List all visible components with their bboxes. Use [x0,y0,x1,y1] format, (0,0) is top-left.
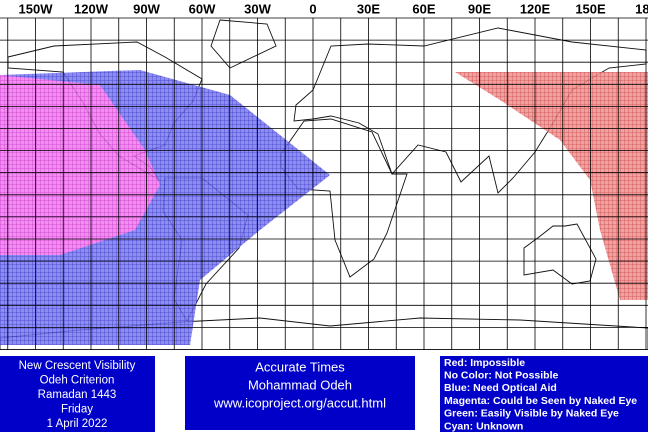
longitude-label: 90E [468,1,491,16]
greenland [210,19,277,69]
visibility-zones [0,70,648,345]
legend-line: Blue: Need Optical Aid [444,382,557,394]
longitude-label: 180 [635,1,648,16]
naked-eye-zone [0,75,160,255]
legend-line: No Color: Not Possible [444,369,558,381]
legend-line: Green: Easily Visible by Naked Eye [444,408,619,420]
longitude-label: 90W [133,1,160,16]
longitude-label: 30E [357,1,380,16]
criterion-line: New Crescent Visibility [19,360,136,372]
legend-panel [440,356,648,432]
impossible-zone [455,72,648,300]
longitude-label: 150E [575,1,606,16]
credits-line: Accurate Times [255,359,345,374]
credits-line: Mohammad Odeh [248,377,352,392]
credits-panel [185,356,415,430]
criterion-panel [0,356,155,432]
longitude-label: 30W [244,1,271,16]
longitude-label: 60E [412,1,435,16]
criterion-line: Odeh Criterion [40,375,115,387]
criterion-line: Ramadan 1443 [38,389,117,401]
criterion-line: 1 April 2022 [47,418,108,430]
longitude-label: 60W [189,1,216,16]
legend-line: Red: Impossible [444,357,525,369]
legend-line: Magenta: Could be Seen by Naked Eye [444,395,637,407]
criterion-line: Friday [61,404,93,416]
credits-line: www.icoproject.org/accut.html [213,395,386,410]
legend-line: Cyan: Unknown [444,420,523,432]
longitude-label: 120W [74,1,109,16]
longitude-label: 0 [309,1,316,16]
longitude-label: 120E [520,1,551,16]
longitude-label: 150W [19,1,54,16]
grid [0,17,648,351]
